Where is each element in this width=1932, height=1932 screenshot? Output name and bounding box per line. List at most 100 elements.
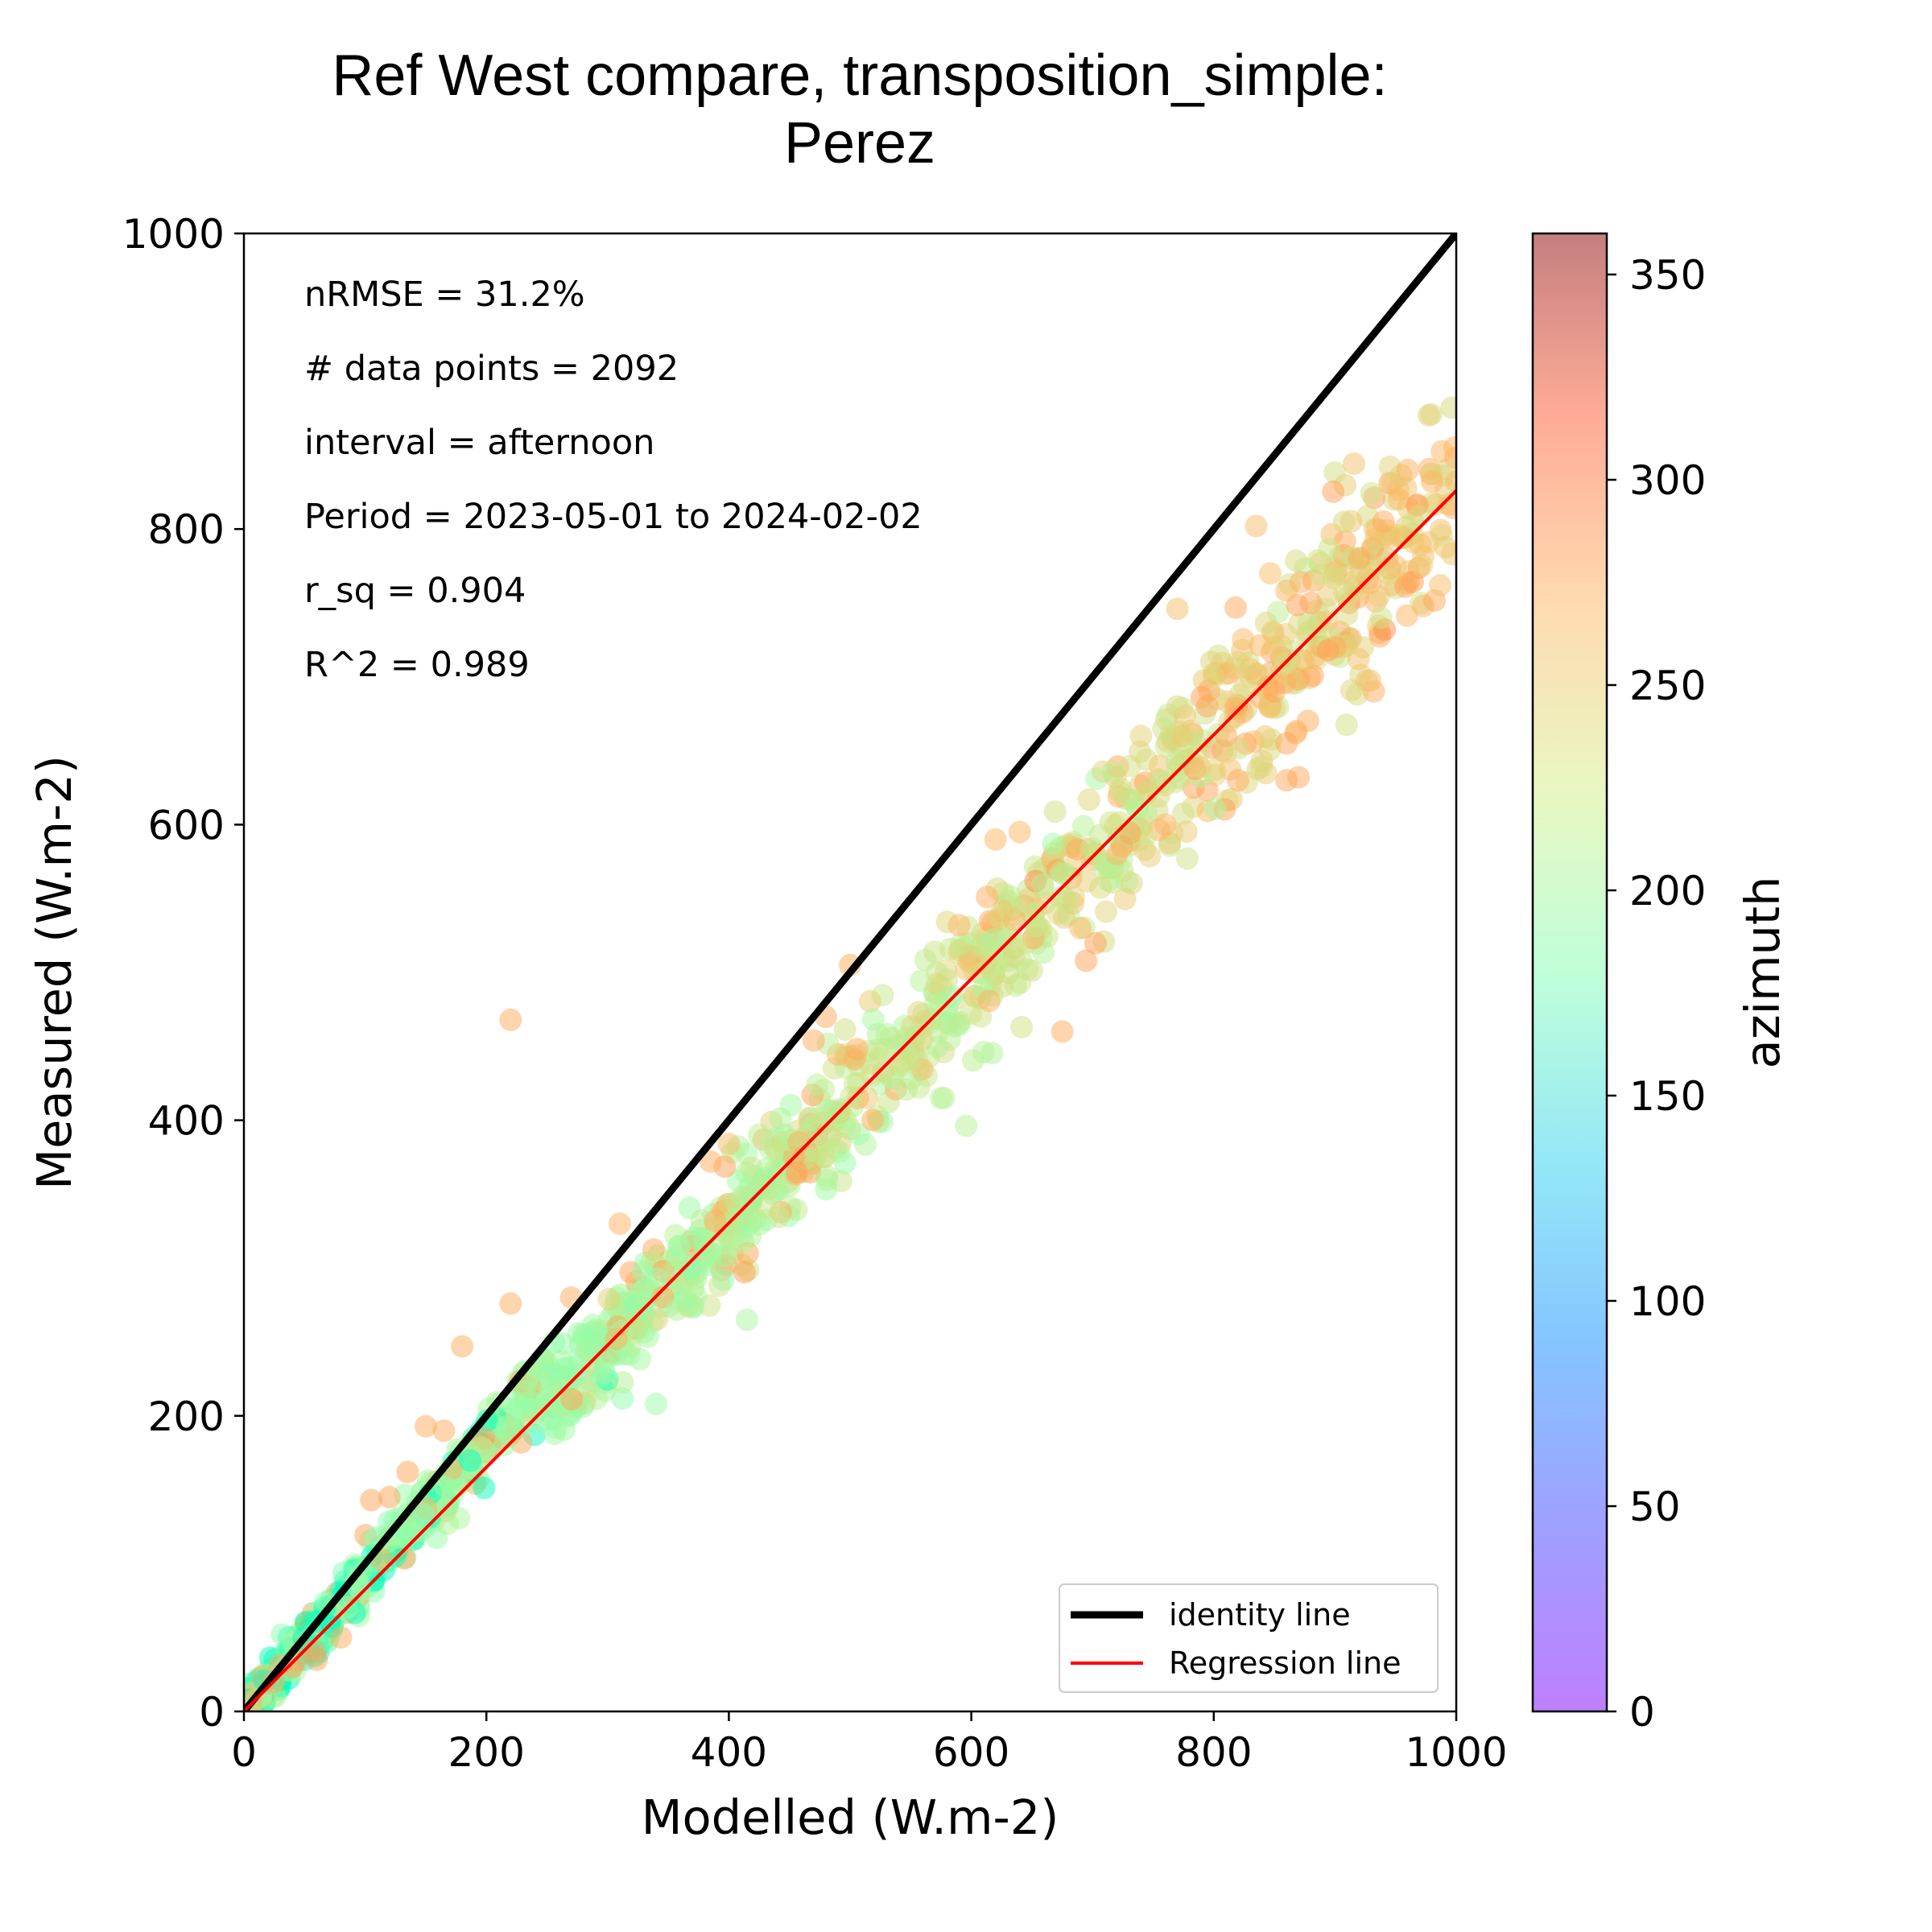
scatter-point <box>943 1014 967 1038</box>
scatter-point <box>582 1320 605 1344</box>
scatter-point <box>1410 554 1434 577</box>
scatter-point <box>708 1274 731 1297</box>
scatter-point <box>611 1371 634 1394</box>
stat-line: Period = 2023-05-01 to 2024-02-02 <box>304 497 923 537</box>
scatter-point <box>1249 755 1273 778</box>
scatter-point <box>1164 770 1187 794</box>
scatter-point <box>1443 436 1456 459</box>
scatter-point <box>667 1235 690 1258</box>
scatter-point <box>1170 724 1194 748</box>
scatter-point <box>645 1393 667 1416</box>
scatter-point <box>678 1196 701 1220</box>
scatter-point <box>806 1073 829 1096</box>
scatter-point <box>1008 820 1031 844</box>
scatter-point <box>1089 876 1112 899</box>
scatter-point <box>955 1114 978 1137</box>
scatter-point <box>348 1577 371 1600</box>
scatter-point <box>1101 760 1125 783</box>
scatter-point <box>802 1029 825 1052</box>
scatter-point <box>432 1419 456 1443</box>
scatter-point <box>1016 958 1039 981</box>
scatter-point <box>360 1488 383 1512</box>
scatter-point <box>459 1449 482 1472</box>
scatter-point <box>1263 680 1286 704</box>
x-tick-label: 800 <box>1175 1729 1252 1776</box>
scatter-point <box>1417 404 1440 427</box>
stat-line: interval = afternoon <box>304 423 654 463</box>
scatter-point <box>1166 695 1189 718</box>
scatter-point <box>1195 695 1219 718</box>
scatter-point <box>1215 724 1238 748</box>
scatter-point <box>396 1460 419 1484</box>
scatter-point <box>984 828 1007 851</box>
regression-line <box>244 489 1456 1711</box>
identity-line <box>244 233 1456 1711</box>
scatter-point <box>1371 526 1394 549</box>
scatter-point <box>907 1001 930 1024</box>
scatter-point <box>1396 458 1419 481</box>
scatter-point <box>756 1157 778 1180</box>
scatter-point <box>1042 832 1065 856</box>
scatter-point <box>1318 537 1341 560</box>
scatter-point <box>1226 769 1249 792</box>
scatter-point <box>1332 510 1356 534</box>
colorbar-label: azimuth <box>1735 877 1790 1069</box>
plot-frame <box>242 232 1458 1713</box>
scatter-point <box>1285 549 1307 572</box>
scatter-point <box>733 1261 756 1284</box>
scatter-point <box>1245 514 1268 538</box>
scatter-point <box>1275 732 1298 755</box>
scatter-point <box>1262 635 1286 658</box>
y-tick-label: 0 <box>199 1689 225 1736</box>
scatter-point <box>861 1108 884 1132</box>
scatter-point <box>1372 510 1395 533</box>
scatter-point <box>1335 713 1358 737</box>
scatter-point <box>1348 547 1371 570</box>
scatter-point <box>536 1386 559 1410</box>
scatter-point <box>1075 949 1098 972</box>
scatter-point <box>907 1075 931 1099</box>
scatter-point <box>755 1195 778 1219</box>
scatter-point <box>1077 788 1100 811</box>
scatter-point <box>597 1287 621 1311</box>
scatter-point <box>1335 603 1359 626</box>
colorbar-tick-label: 100 <box>1629 1278 1706 1325</box>
scatter-point <box>1005 934 1028 957</box>
y-tick-label: 400 <box>148 1098 225 1145</box>
legend: identity line Regression line <box>1059 1583 1439 1693</box>
scatter-point <box>1335 586 1359 609</box>
scatter-point <box>785 1161 808 1184</box>
chart-title-line1: Ref West compare, transposition_simple: <box>332 43 1387 108</box>
x-tick-label: 600 <box>933 1729 1009 1776</box>
colorbar-gradient <box>1531 232 1608 1713</box>
scatter-point <box>748 1123 771 1146</box>
scatter-point <box>1224 596 1247 619</box>
scatter-point <box>1010 1015 1034 1038</box>
scatter-point <box>592 1351 616 1374</box>
x-tick-label: 200 <box>448 1729 524 1776</box>
scatter-point <box>874 1038 897 1061</box>
scatter-point <box>833 1018 857 1041</box>
colorbar-tick-label: 150 <box>1629 1073 1706 1120</box>
scatter-point <box>1203 797 1227 820</box>
scatter-point <box>633 1290 656 1313</box>
scatter-point <box>329 1626 353 1649</box>
scatter-point <box>947 914 971 937</box>
scatter-point <box>1287 766 1311 789</box>
scatter-point <box>1343 452 1365 475</box>
scatter-point <box>814 1129 837 1153</box>
colorbar-tick-label: 0 <box>1629 1689 1655 1736</box>
stat-line: R^2 = 0.989 <box>304 645 530 685</box>
scatter-point <box>929 994 952 1018</box>
y-axis-label: Measured (W.m-2) <box>27 755 82 1190</box>
scatter-point <box>1369 606 1393 630</box>
y-tick-label: 800 <box>148 506 225 553</box>
x-axis-label: Modelled (W.m-2) <box>642 1790 1059 1845</box>
y-tick-label: 600 <box>148 802 225 848</box>
colorbar-tick-label: 250 <box>1629 663 1706 709</box>
scatter-point <box>1299 592 1323 614</box>
scatter-point <box>493 1434 516 1457</box>
x-axis-ticks: 0 200 400 600 800 1000 <box>231 1711 1508 1776</box>
scatter-point <box>1322 567 1345 590</box>
